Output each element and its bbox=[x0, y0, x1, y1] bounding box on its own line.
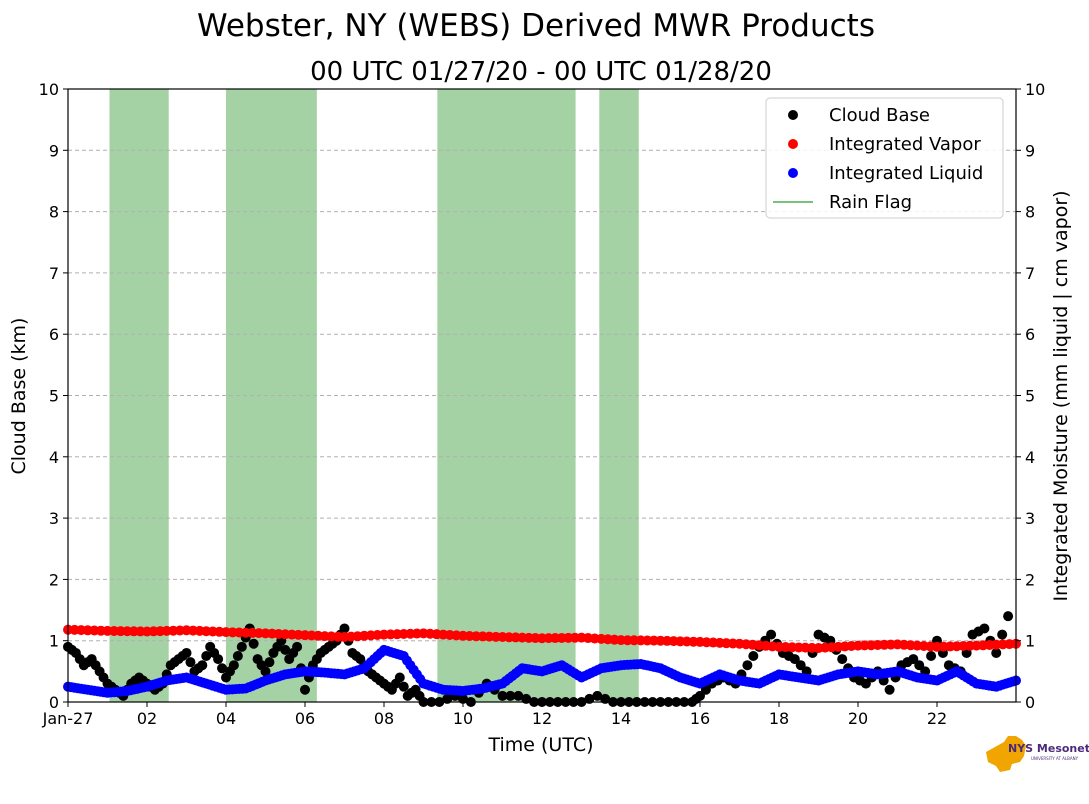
data-points bbox=[63, 611, 1021, 707]
y2-tick-label: 5 bbox=[1025, 387, 1035, 406]
data-point bbox=[260, 666, 271, 677]
data-point bbox=[1003, 611, 1014, 622]
x-tick-label: 20 bbox=[848, 709, 868, 728]
data-point bbox=[394, 672, 405, 683]
x-tick-label: 02 bbox=[137, 709, 157, 728]
y2-axis-ticks: 0 1 2 3 4 5 6 7 8 9 10 bbox=[1016, 80, 1045, 712]
y2-tick-label: 2 bbox=[1025, 570, 1035, 589]
y-tick-label: 0 bbox=[49, 693, 59, 712]
data-point bbox=[592, 690, 603, 701]
data-point bbox=[748, 651, 759, 662]
data-point bbox=[264, 657, 275, 668]
y-tick-label: 6 bbox=[49, 325, 59, 344]
data-point bbox=[213, 654, 224, 665]
logo-text: NYS Mesonet bbox=[1008, 742, 1089, 755]
x-tick-label: Jan-27 bbox=[42, 709, 94, 728]
chart-title: Webster, NY (WEBS) Derived MWR Products bbox=[197, 8, 875, 44]
y2-tick-label: 10 bbox=[1025, 80, 1045, 99]
y-tick-label: 4 bbox=[49, 448, 59, 467]
data-point bbox=[217, 663, 228, 674]
data-point bbox=[236, 641, 247, 652]
x-tick-label: 08 bbox=[374, 709, 394, 728]
y-axis-label: Cloud Base (km) bbox=[8, 318, 30, 475]
data-point bbox=[991, 647, 1002, 658]
legend-label: Cloud Base bbox=[829, 105, 930, 126]
data-point bbox=[197, 660, 208, 671]
data-point bbox=[201, 651, 212, 662]
data-point bbox=[232, 651, 243, 662]
x-tick-label: 16 bbox=[690, 709, 710, 728]
x-tick-label: 06 bbox=[295, 709, 315, 728]
y2-tick-label: 8 bbox=[1025, 203, 1035, 222]
data-point bbox=[926, 651, 937, 662]
y-axis-ticks: 0 1 2 3 4 5 6 7 8 9 10 bbox=[39, 80, 68, 712]
x-axis-label: Time (UTC) bbox=[487, 734, 593, 756]
chart-subtitle: 00 UTC 01/27/20 - 00 UTC 01/28/20 bbox=[310, 57, 772, 87]
data-point bbox=[505, 690, 516, 701]
y2-axis-label: Integrated Moisture (mm liquid | cm vapo… bbox=[1050, 190, 1072, 601]
legend-label: Rain Flag bbox=[829, 192, 912, 213]
data-point bbox=[228, 660, 239, 671]
data-point bbox=[997, 629, 1008, 640]
data-point bbox=[837, 654, 848, 665]
data-point bbox=[742, 660, 753, 671]
data-point bbox=[398, 681, 409, 692]
data-point bbox=[884, 684, 895, 695]
legend-marker bbox=[788, 168, 798, 178]
rain-flag-band-3 bbox=[599, 89, 639, 702]
y-tick-label: 1 bbox=[49, 632, 59, 651]
x-tick-label: 04 bbox=[216, 709, 236, 728]
y2-tick-label: 6 bbox=[1025, 325, 1035, 344]
y2-tick-label: 3 bbox=[1025, 509, 1035, 528]
data-point bbox=[300, 684, 310, 695]
data-point bbox=[339, 623, 350, 634]
data-point bbox=[979, 623, 990, 634]
nys-mesonet-logo: NYS Mesonet UNIVERSITY AT ALBANY bbox=[986, 736, 1089, 772]
y-tick-label: 10 bbox=[39, 80, 59, 99]
y-tick-label: 2 bbox=[49, 570, 59, 589]
data-point bbox=[181, 647, 192, 658]
x-tick-label: 22 bbox=[927, 709, 947, 728]
x-tick-label: 14 bbox=[611, 709, 631, 728]
y-tick-label: 3 bbox=[49, 509, 59, 528]
y-tick-label: 8 bbox=[49, 203, 59, 222]
legend-marker bbox=[788, 110, 798, 120]
y-tick-label: 5 bbox=[49, 387, 59, 406]
logo-subtext: UNIVERSITY AT ALBANY bbox=[1031, 756, 1079, 761]
y2-tick-label: 4 bbox=[1025, 448, 1035, 467]
data-point bbox=[513, 690, 524, 701]
ny-state-shape-icon bbox=[986, 736, 1026, 772]
data-point bbox=[248, 638, 259, 649]
legend-marker bbox=[788, 139, 798, 149]
legend-label: Integrated Liquid bbox=[829, 163, 983, 184]
data-point bbox=[280, 644, 291, 655]
y2-tick-label: 9 bbox=[1025, 141, 1035, 160]
x-tick-label: 10 bbox=[453, 709, 473, 728]
x-tick-label: 18 bbox=[769, 709, 789, 728]
y2-tick-label: 7 bbox=[1025, 264, 1035, 283]
legend-label: Integrated Vapor bbox=[829, 134, 981, 155]
y-tick-label: 7 bbox=[49, 264, 59, 283]
data-point bbox=[766, 629, 777, 640]
legend: Cloud Base Integrated Vapor Integrated Liq… bbox=[765, 97, 1004, 219]
data-point bbox=[292, 641, 303, 652]
data-point bbox=[497, 690, 508, 701]
series-integrated-liquid bbox=[63, 644, 1021, 698]
data-point bbox=[185, 657, 196, 668]
y2-tick-label: 0 bbox=[1025, 693, 1035, 712]
x-tick-label: 12 bbox=[532, 709, 552, 728]
x-axis-ticks: Jan-27 02 04 06 08 10 12 14 16 18 20 22 bbox=[42, 702, 947, 728]
y2-tick-label: 1 bbox=[1025, 632, 1035, 651]
legend-box bbox=[765, 97, 1004, 219]
y-tick-label: 9 bbox=[49, 141, 59, 160]
